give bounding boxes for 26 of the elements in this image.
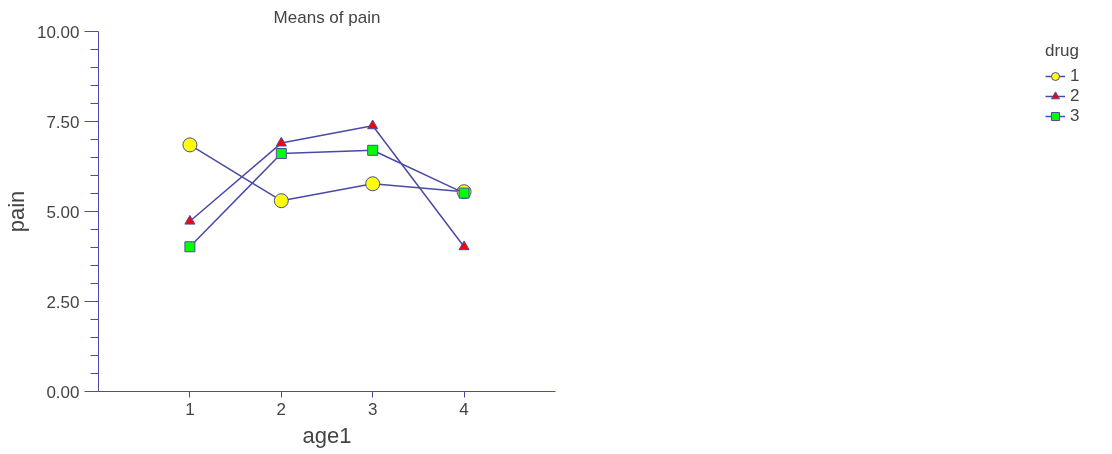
legend-label: 2 [1070,86,1081,106]
point [458,240,470,251]
point [184,241,196,253]
y-tick-label: 7.50 [46,112,80,132]
x-tick-label: 2 [276,399,287,419]
x-tick-label: 3 [367,399,378,419]
y-tick-label: 5.00 [46,202,80,222]
point [184,214,196,225]
point [367,144,379,156]
point [275,148,287,160]
y-axis-title: pain [3,190,29,233]
y-tick-label: 2.50 [46,292,80,312]
legend-label: 1 [1070,66,1081,86]
y-tick-label: 0.00 [46,382,80,402]
chart-title: Means of pain [273,7,381,27]
x-tick-label: 4 [459,399,469,419]
x-axis-title: age1 [302,422,352,448]
point [367,119,379,130]
point [275,136,287,147]
point [273,193,289,209]
point [182,137,198,153]
legend-title: drug [1045,41,1081,61]
legend-label: 3 [1070,106,1081,126]
y-tick-label: 10.00 [36,22,80,42]
x-tick-label: 1 [185,399,195,419]
point [365,176,381,192]
